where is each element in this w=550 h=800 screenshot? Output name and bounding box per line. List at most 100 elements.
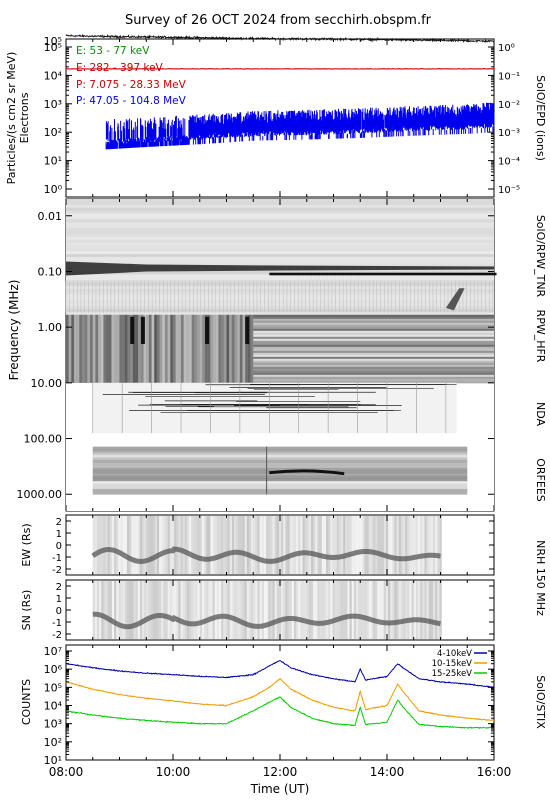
tnr-dot	[360, 272, 364, 276]
hfr-column	[229, 314, 232, 383]
hfr-column	[90, 314, 93, 383]
nrh-ew-column	[135, 516, 138, 574]
nrh-ew-column	[201, 516, 205, 574]
hfr-band	[253, 322, 494, 326]
nrh-sn-column	[133, 581, 136, 639]
hfr-band	[253, 370, 494, 374]
tnr-dot	[471, 272, 475, 276]
hfr-column	[122, 314, 125, 383]
nrh-ew-column	[171, 516, 175, 574]
tnr-band	[66, 294, 494, 298]
nrh-sn-column	[317, 581, 320, 639]
hfr-column	[173, 314, 176, 383]
nrh-sn-column	[274, 581, 278, 639]
nrh-sn-column	[326, 581, 329, 639]
nrh-ew-column	[261, 516, 265, 574]
tnr-dot	[407, 272, 410, 276]
tnr-dot	[306, 272, 309, 276]
nrh-ew-column	[92, 516, 96, 574]
nrh-ew-column	[161, 516, 164, 574]
nrh-ew-column	[114, 516, 117, 574]
tnr-band	[66, 285, 494, 290]
nrh-sn-column	[355, 581, 359, 639]
nrh-ew-column	[276, 516, 280, 574]
tnr-dot	[309, 272, 312, 276]
tnr-dot	[416, 272, 420, 276]
hfr-column	[175, 314, 179, 383]
nrh-sn-column	[246, 581, 250, 639]
tnr-band	[66, 256, 494, 261]
tnr-band	[66, 204, 494, 209]
hfr-column	[207, 314, 211, 383]
tnr-dot	[288, 272, 292, 276]
spectrogram-panel: 0.01 0.10 1.00 10.00 100.00 1000.00	[17, 199, 497, 511]
nrh-ew-column	[105, 516, 108, 574]
nrh-sn-column	[97, 581, 100, 639]
orfees-band	[92, 454, 468, 458]
nrh-sn-column	[388, 581, 391, 639]
hfr-column	[250, 314, 254, 383]
hfr-column	[162, 314, 165, 383]
tnr-dot	[322, 272, 325, 276]
tnr-band	[66, 274, 494, 278]
nrh-ew-column	[385, 516, 389, 574]
nrh-sn-column	[349, 581, 352, 639]
hfr-column	[226, 314, 230, 383]
nrh-sn-column	[182, 581, 186, 639]
hfr-column	[106, 314, 109, 383]
tnr-dot	[389, 272, 393, 276]
hfr-band	[253, 324, 494, 328]
nrh-sn-column	[268, 581, 271, 639]
nrh-ew-column	[274, 516, 278, 574]
nrh-sn-column	[405, 581, 408, 639]
nrh-sn-column	[435, 581, 438, 639]
orfees-band	[92, 481, 468, 485]
nrh-sn-column	[150, 581, 153, 639]
hfr-column	[237, 314, 240, 383]
epd-ytick-label: 10⁰	[44, 183, 63, 196]
hfr-band	[253, 372, 494, 376]
hfr-band	[253, 326, 494, 330]
orfees-band	[92, 491, 468, 495]
nrh-ew-column	[137, 516, 141, 574]
nrh-ew-column	[101, 516, 104, 574]
nrh-sn-column	[270, 581, 273, 639]
hfr-column	[76, 314, 80, 383]
nrh-sn-column	[216, 581, 220, 639]
nrh-ew-column	[313, 516, 316, 574]
tnr-dot	[370, 272, 373, 276]
nrh-sn-column	[276, 581, 280, 639]
tnr-dot	[412, 272, 415, 276]
nrh-sn-column	[351, 581, 355, 639]
nrh-ew-column	[351, 516, 355, 574]
tnr-band	[66, 309, 494, 313]
tnr-dot	[492, 272, 495, 276]
tnr-dot	[303, 272, 306, 276]
tnr-band	[66, 291, 494, 296]
nrh-sn-column	[311, 581, 314, 639]
nrh-ew-column	[306, 516, 310, 574]
nrh-ew-column	[210, 516, 213, 574]
nrh-ew-column	[373, 516, 376, 574]
nrh-ew-source-track	[91, 546, 441, 565]
hfr-column	[68, 314, 72, 383]
tnr-dot	[327, 272, 330, 276]
hfr-column	[186, 314, 189, 383]
hfr-band	[253, 328, 494, 332]
nrh-sn-column	[334, 581, 337, 639]
nrh-ew-column	[191, 516, 194, 574]
nrh-ew-column	[219, 516, 222, 574]
tnr-dot	[283, 272, 287, 276]
tnr-dot	[338, 272, 341, 276]
epd-legend-entry: P: 7.075 - 28.33 MeV	[76, 79, 187, 91]
hfr-column	[170, 314, 173, 383]
tnr-dot	[331, 272, 335, 276]
nrh-sn-column	[298, 581, 301, 639]
tnr-dot	[457, 272, 460, 276]
tnr-dot	[280, 272, 284, 276]
nrh-ew-column	[174, 516, 177, 574]
nrh-ew-column	[163, 516, 166, 574]
nrh-sn-column	[165, 581, 168, 639]
nrh-ew-column	[139, 516, 143, 574]
nrh-ew-column	[122, 516, 126, 574]
